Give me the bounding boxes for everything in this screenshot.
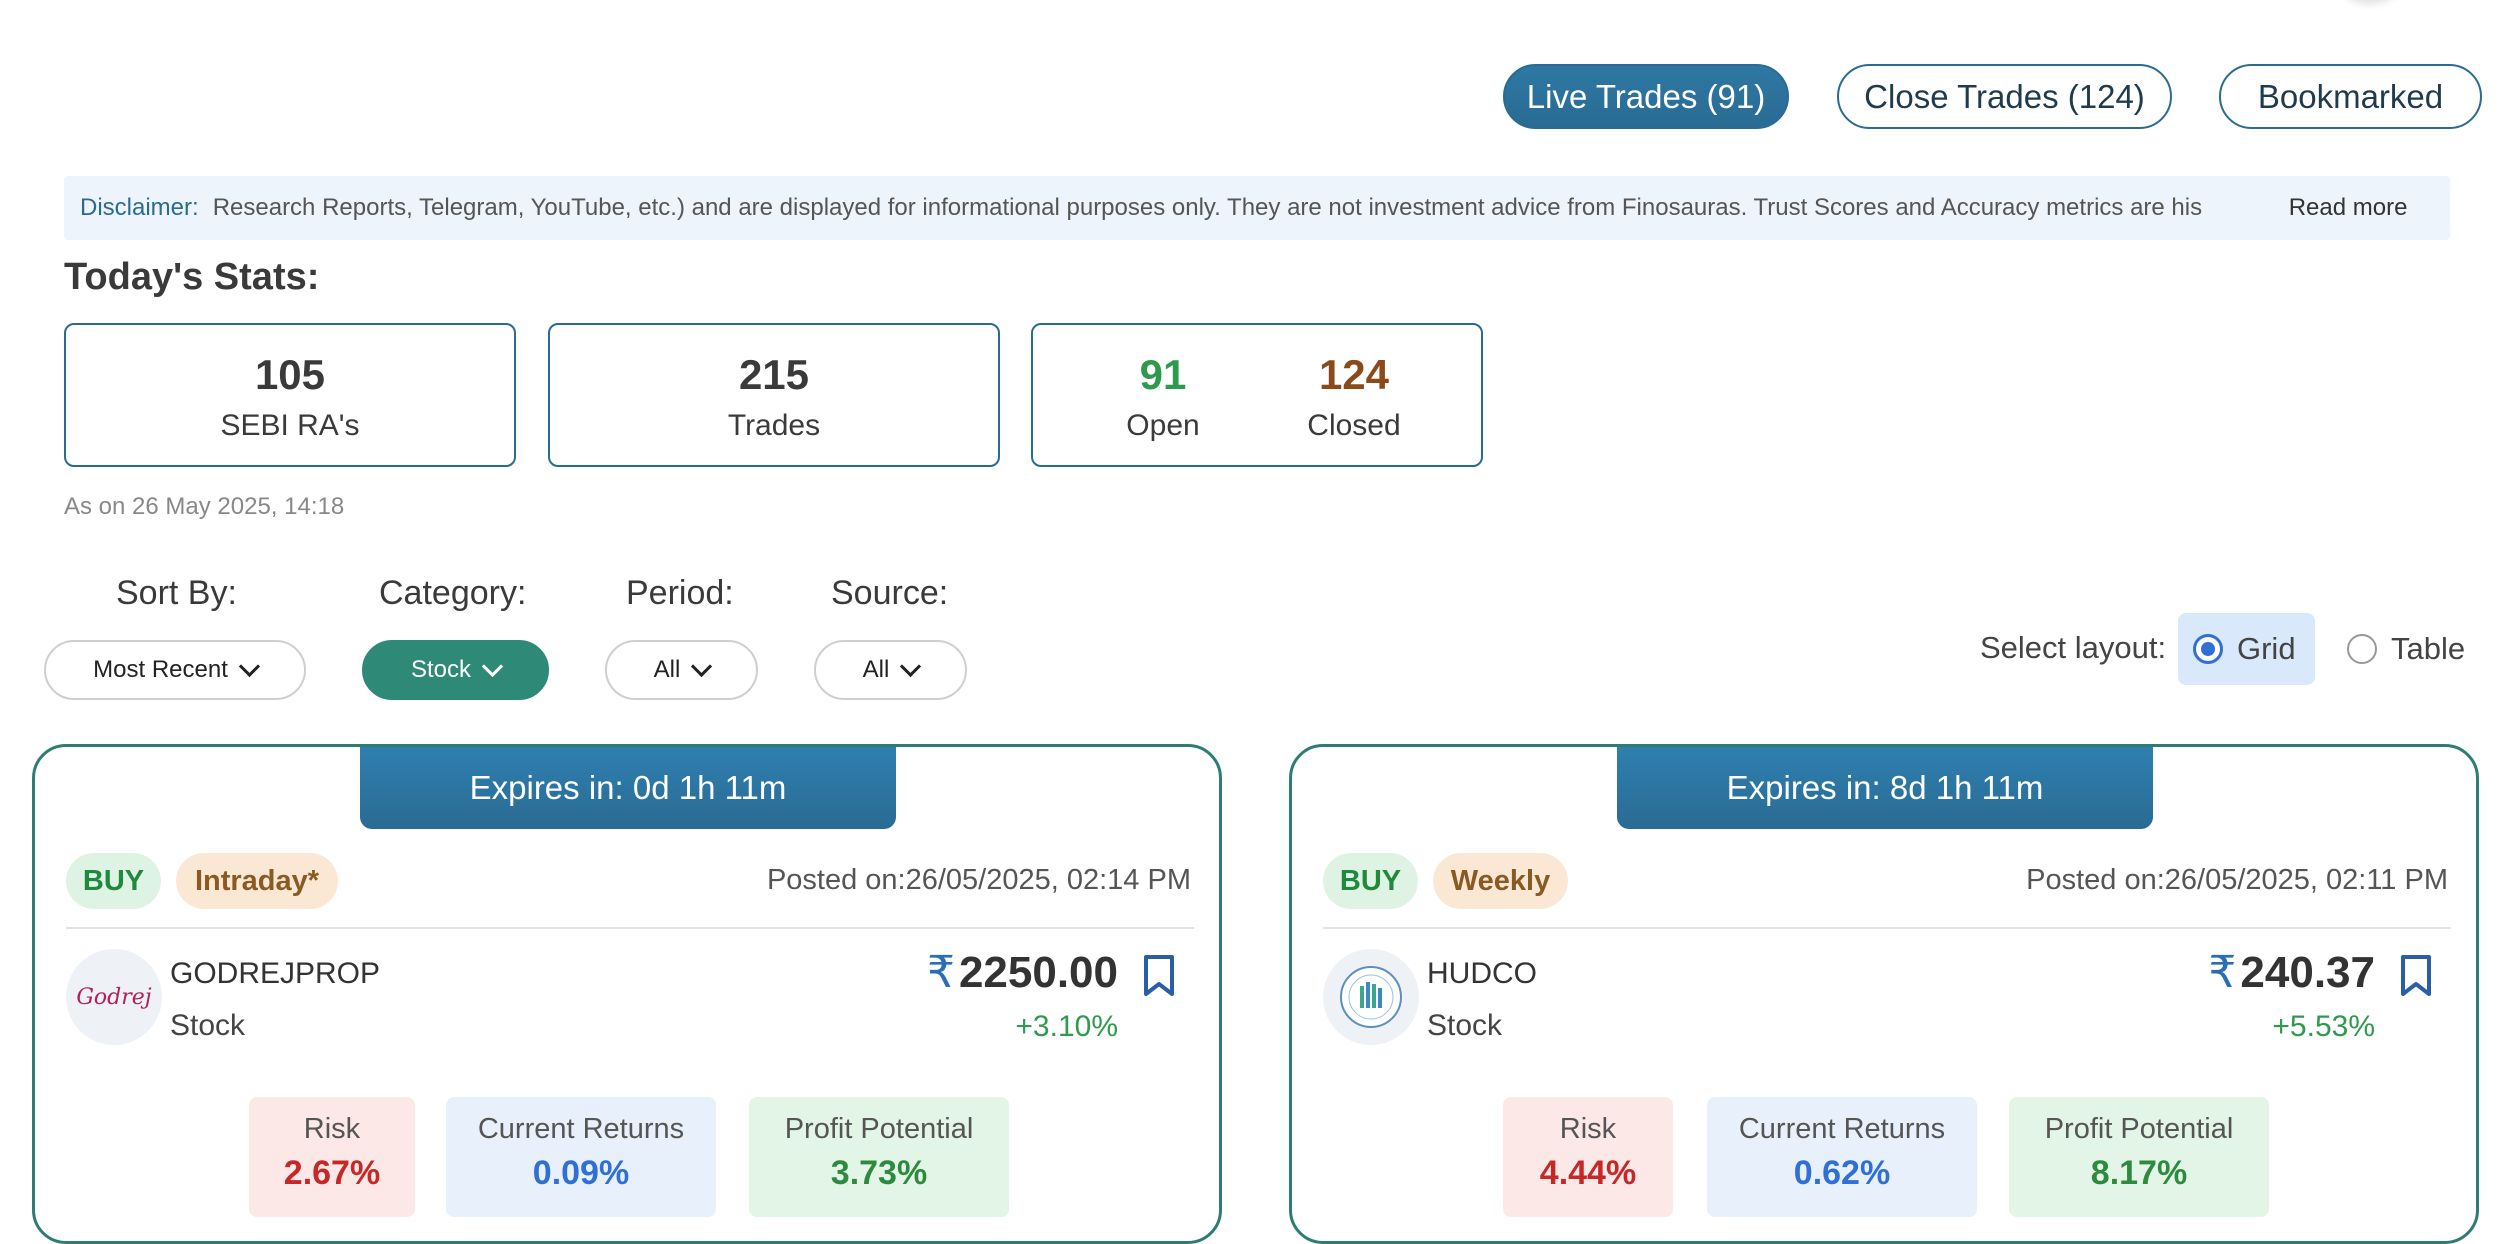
price: ₹240.37 (1975, 947, 2375, 998)
bookmark-icon[interactable] (2399, 954, 2433, 998)
radio-unselected-icon (2347, 634, 2377, 664)
layout-table-label: Table (2391, 631, 2466, 666)
stat-sebi-value: 105 (254, 351, 326, 398)
stock-category: Stock (170, 1009, 246, 1042)
risk-metric: Risk 4.44% (1503, 1097, 1673, 1217)
posted-on: Posted on:26/05/2025, 02:14 PM (766, 864, 1191, 896)
chevron-down-icon (691, 655, 713, 677)
profit-potential-value: 8.17% (2090, 1154, 2188, 1192)
profit-potential-metric: Profit Potential 8.17% (2009, 1097, 2269, 1217)
tab-live-trades[interactable]: Live Trades (91) (1503, 64, 1789, 129)
layout-option-table[interactable]: Table (2347, 613, 2507, 685)
stat-closed-label: Closed (1307, 409, 1401, 442)
risk-metric: Risk 2.67% (249, 1097, 415, 1217)
stat-sebi-card: 105 SEBI RA's (64, 323, 516, 467)
category-value: Stock (410, 656, 472, 683)
source-value: All (862, 656, 890, 683)
layout-grid-label: Grid (2237, 631, 2296, 666)
chevron-down-icon (238, 655, 260, 677)
risk-value: 2.67% (283, 1154, 381, 1192)
stock-category: Stock (1427, 1009, 1503, 1042)
rupee-icon: ₹ (2208, 948, 2237, 997)
risk-label: Risk (303, 1113, 361, 1145)
term-badge: Intraday* (176, 853, 338, 909)
layout-option-grid[interactable]: Grid (2178, 613, 2315, 685)
stat-open-closed-card: 91 Open 124 Closed (1031, 323, 1483, 467)
stock-symbol: GODREJPROP (170, 957, 381, 990)
risk-value: 4.44% (1539, 1154, 1637, 1192)
chevron-down-icon (900, 655, 922, 677)
price-value: 2250.00 (958, 948, 1118, 997)
profit-potential-label: Profit Potential (784, 1113, 974, 1145)
sort-by-dropdown[interactable]: Most Recent (44, 640, 306, 700)
stat-trades-card: 215 Trades (548, 323, 1000, 467)
chevron-down-icon (481, 655, 504, 677)
source-dropdown[interactable]: All (814, 640, 967, 700)
company-logo-icon: Godrej (66, 949, 162, 1045)
source-label: Source: (831, 574, 949, 612)
stat-closed-value: 124 (1318, 351, 1390, 398)
category-label: Category: (379, 574, 527, 612)
current-returns-metric: Current Returns 0.09% (446, 1097, 716, 1217)
current-returns-value: 0.09% (532, 1154, 630, 1192)
current-returns-label: Current Returns (477, 1113, 685, 1145)
expires-banner: Expires in: 0d 1h 11m (360, 747, 896, 829)
disclaimer-text: Research Reports, Telegram, YouTube, etc… (212, 194, 2203, 221)
stat-open-value: 91 (1139, 351, 1187, 398)
company-logo-icon (1323, 949, 1419, 1045)
current-returns-metric: Current Returns 0.62% (1707, 1097, 1977, 1217)
price-value: 240.37 (2240, 948, 2375, 997)
stats-title: Today's Stats: (64, 256, 320, 298)
select-layout-label: Select layout: (1980, 630, 2167, 665)
period-value: All (653, 656, 681, 683)
as-on-timestamp: As on 26 May 2025, 14:18 (64, 493, 345, 520)
posted-on: Posted on:26/05/2025, 02:11 PM (2026, 864, 2448, 896)
sort-by-label: Sort By: (116, 574, 237, 612)
card-divider (1323, 927, 2451, 929)
buy-badge: BUY (1323, 853, 1418, 909)
read-more-link[interactable]: Read more (2288, 194, 2408, 221)
expires-banner: Expires in: 8d 1h 11m (1617, 747, 2153, 829)
buy-badge: BUY (66, 853, 161, 909)
profit-potential-label: Profit Potential (2044, 1113, 2234, 1145)
sort-by-value: Most Recent (93, 656, 228, 683)
risk-label: Risk (1559, 1113, 1617, 1145)
trade-card[interactable]: Expires in: 8d 1h 11m BUY Weekly Posted … (1289, 744, 2479, 1244)
stat-trades-value: 215 (738, 351, 810, 398)
card-divider (66, 927, 1194, 929)
stat-open-label: Open (1126, 409, 1200, 442)
profit-potential-value: 3.73% (830, 1154, 928, 1192)
current-returns-value: 0.62% (1793, 1154, 1891, 1192)
profit-potential-metric: Profit Potential 3.73% (749, 1097, 1009, 1217)
current-returns-label: Current Returns (1738, 1113, 1946, 1145)
stat-trades-label: Trades (727, 409, 821, 442)
stat-sebi-label: SEBI RA's (220, 409, 360, 442)
price-change: +3.10% (1015, 1010, 1118, 1043)
price-change: +5.53% (2272, 1010, 2375, 1043)
price: ₹2250.00 (718, 947, 1118, 998)
trade-card[interactable]: Expires in: 0d 1h 11m BUY Intraday* Post… (32, 744, 1222, 1244)
radio-selected-icon (2193, 634, 2223, 664)
term-badge: Weekly (1433, 853, 1568, 909)
tab-bookmarked[interactable]: Bookmarked (2219, 64, 2482, 129)
period-label: Period: (626, 574, 734, 612)
period-dropdown[interactable]: All (605, 640, 758, 700)
rupee-icon: ₹ (926, 948, 955, 997)
tab-close-trades[interactable]: Close Trades (124) (1837, 64, 2172, 129)
disclaimer-banner: Disclaimer: Research Reports, Telegram, … (64, 176, 2450, 240)
bookmark-icon[interactable] (1142, 954, 1176, 998)
stock-symbol: HUDCO (1427, 957, 1537, 990)
category-dropdown[interactable]: Stock (362, 640, 549, 700)
disclaimer-label: Disclaimer: (80, 194, 199, 221)
